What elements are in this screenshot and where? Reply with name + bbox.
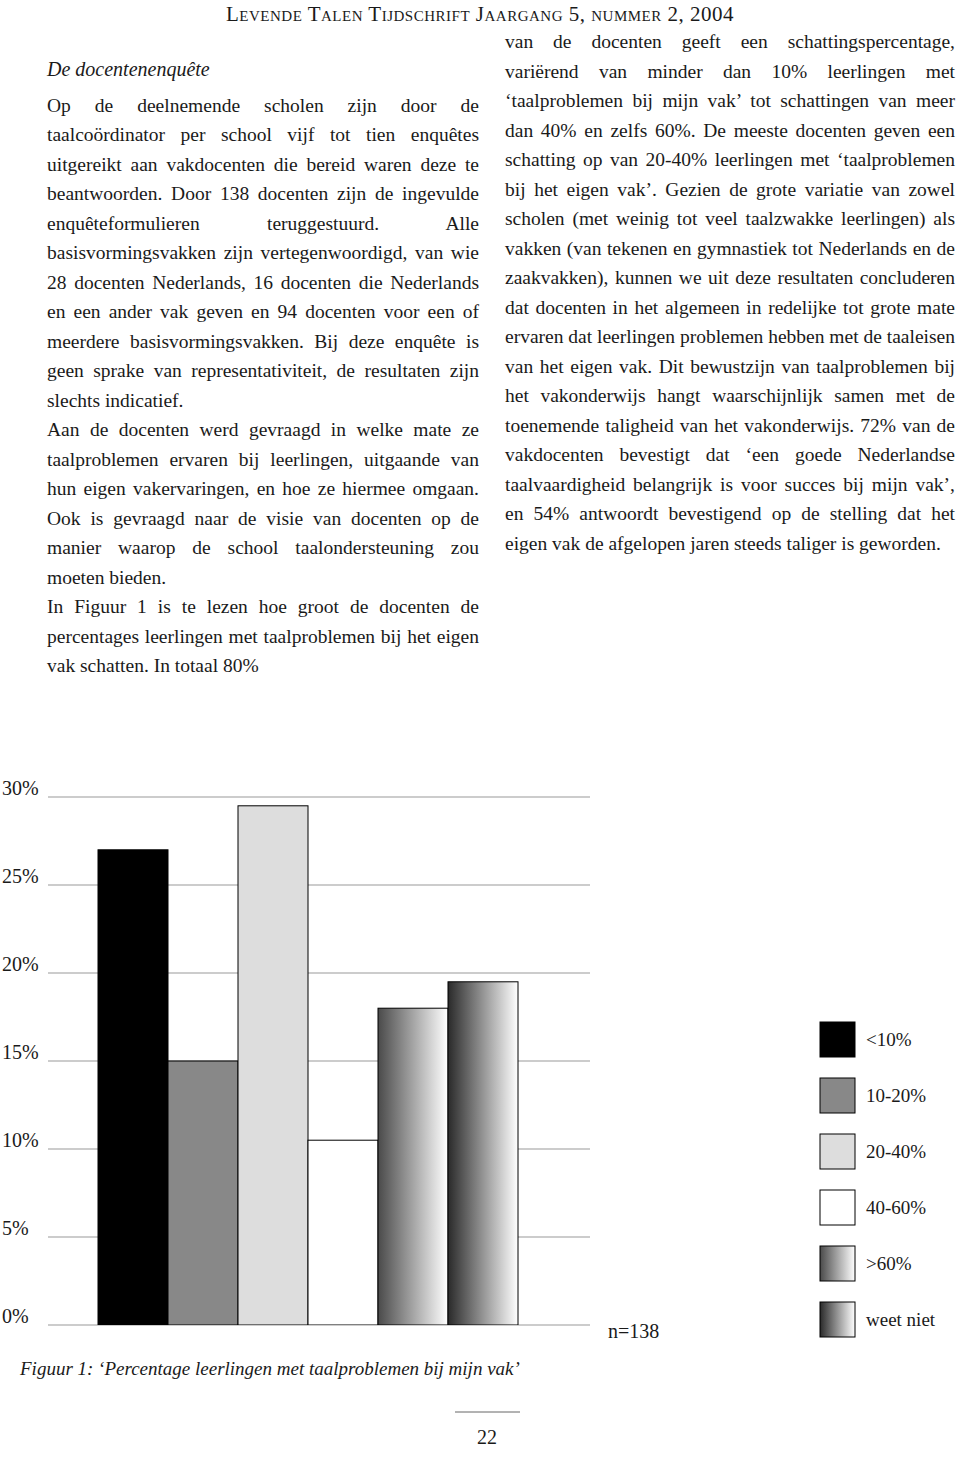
paragraph: In Figuur 1 is te lezen hoe groot de doc… bbox=[47, 592, 479, 681]
legend-label: 40-60% bbox=[866, 1197, 926, 1218]
legend-label: >60% bbox=[866, 1253, 912, 1274]
legend-swatch bbox=[820, 1078, 855, 1113]
legend-swatch bbox=[820, 1134, 855, 1169]
legend-swatch bbox=[820, 1302, 855, 1337]
legend-label: <10% bbox=[866, 1029, 912, 1050]
bar bbox=[168, 1061, 238, 1325]
tick-label: 0% bbox=[2, 1305, 29, 1327]
tick-label: 30% bbox=[2, 777, 39, 799]
legend-label: 10-20% bbox=[866, 1085, 926, 1106]
annotation: n=138 bbox=[608, 1320, 659, 1342]
paragraph: van de docenten geeft een schattingsperc… bbox=[505, 27, 955, 558]
bar bbox=[98, 850, 168, 1325]
running-header: Levende Talen Tijdschrift Jaargang 5, nu… bbox=[0, 2, 960, 27]
bar bbox=[378, 1008, 448, 1325]
legend-label: 20-40% bbox=[866, 1141, 926, 1162]
bars bbox=[98, 806, 518, 1325]
legend-swatch bbox=[820, 1022, 855, 1057]
journal-name: Levende Talen Tijdschrift bbox=[226, 2, 470, 26]
tick-label: 15% bbox=[2, 1041, 39, 1063]
right-column: van de docenten geeft een schattingsperc… bbox=[505, 27, 955, 558]
rule bbox=[455, 1412, 520, 1413]
paragraph: Op de deelnemende scholen zijn door de t… bbox=[47, 91, 479, 416]
tick-label: 25% bbox=[2, 865, 39, 887]
bar bbox=[448, 982, 518, 1325]
legend-swatch bbox=[820, 1190, 855, 1225]
page-number: 22 bbox=[477, 1426, 497, 1448]
issue: Jaargang 5, nummer 2, 2004 bbox=[476, 2, 734, 26]
section-title: De docentenenquête bbox=[47, 55, 479, 85]
grid-line bbox=[48, 797, 590, 798]
paragraph: Aan de docenten werd gevraagd in welke m… bbox=[47, 415, 479, 592]
legend-swatch bbox=[820, 1246, 855, 1281]
tick-label: 20% bbox=[2, 953, 39, 975]
tick-label: 5% bbox=[2, 1217, 29, 1239]
tick-label: 10% bbox=[2, 1129, 39, 1151]
figure: 0% 5% 10% 15% 20% 25% 30% <10% 10-20% 20-40% 40-60… bbox=[0, 0, 960, 1475]
bar bbox=[238, 806, 308, 1325]
bar bbox=[308, 1140, 378, 1325]
caption: Figuur 1: ‘Percentage leerlingen met taa… bbox=[19, 1358, 520, 1379]
legend-label: weet niet bbox=[866, 1309, 936, 1330]
left-column: De docentenenquête Op de deelnemende scho… bbox=[47, 55, 479, 681]
